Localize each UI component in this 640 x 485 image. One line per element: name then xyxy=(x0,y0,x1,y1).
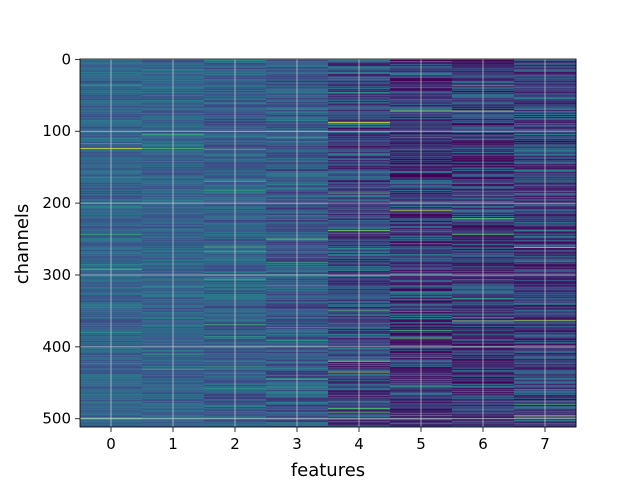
y-tick-label: 0 xyxy=(61,50,71,68)
x-tick-label: 4 xyxy=(354,435,364,453)
y-tick-label: 100 xyxy=(42,122,71,140)
y-tick-label: 500 xyxy=(42,410,71,428)
x-tick-label: 1 xyxy=(168,435,178,453)
y-axis-label: channels xyxy=(12,204,33,285)
grid-lines xyxy=(80,58,576,427)
y-tick-label: 300 xyxy=(42,266,71,284)
x-axis-ticks: 0 1 2 3 4 5 6 7 xyxy=(106,427,550,453)
x-tick-label: 2 xyxy=(230,435,240,453)
y-tick-label: 200 xyxy=(42,194,71,212)
x-tick-label: 5 xyxy=(416,435,426,453)
x-tick-label: 7 xyxy=(540,435,550,453)
y-axis-ticks: 0 100 200 300 400 500 xyxy=(42,50,80,428)
x-tick-label: 3 xyxy=(292,435,302,453)
x-tick-label: 0 xyxy=(106,435,116,453)
y-tick-label: 400 xyxy=(42,338,71,356)
x-axis-label: features xyxy=(291,460,365,480)
plot-frame xyxy=(79,58,577,428)
x-tick-label: 6 xyxy=(478,435,488,453)
heatmap-cells xyxy=(80,59,577,428)
